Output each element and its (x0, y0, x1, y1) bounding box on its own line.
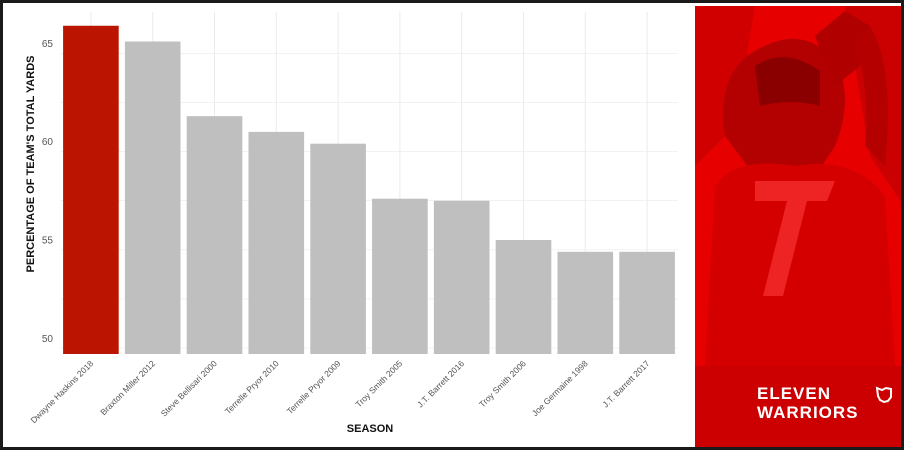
chart-area: 50 55 60 65 Dwayne Haskins 2018 Braxton Mill… (6, 6, 695, 447)
brand-photo-panel: ELEVEN WARRIORS (695, 6, 901, 447)
y-tick-labels: 50 55 60 65 (42, 39, 54, 345)
x-tick-labels: Dwayne Haskins 2018 Braxton Miller 2012 St… (28, 358, 651, 425)
x-tick-label: J.T. Barrett 2017 (600, 358, 651, 409)
bar-chart: 50 55 60 65 Dwayne Haskins 2018 Braxton Mill… (25, 12, 678, 435)
bar-layer (63, 25, 675, 355)
bar (495, 240, 552, 354)
bar (124, 41, 181, 354)
x-axis-title: SEASON (347, 423, 394, 435)
bar (186, 116, 243, 354)
bar (433, 200, 490, 354)
x-tick-label: Troy Smith 2005 (353, 358, 404, 409)
x-tick-label: Terrelle Pryor 2009 (285, 358, 343, 416)
x-tick-label: Joe Germaine 1998 (530, 358, 590, 418)
x-tick-label: Steve Bellisari 2000 (159, 358, 219, 418)
brand-line-1: ELEVEN (757, 384, 832, 403)
y-tick-label: 50 (42, 334, 54, 345)
bar (310, 143, 366, 354)
x-tick-label: Terrelle Pryor 2010 (223, 358, 281, 416)
bar (248, 131, 305, 354)
x-tick-label: Dwayne Haskins 2018 (28, 358, 95, 425)
x-tick-label: Troy Smith 2006 (477, 358, 528, 409)
ohio-state-outline-icon (875, 386, 892, 404)
x-tick-label: Braxton Miller 2012 (98, 358, 157, 417)
x-tick-label: J.T. Barrett 2016 (415, 358, 466, 409)
y-axis-title: PERCENTAGE OF TEAM'S TOTAL YARDS (25, 56, 37, 273)
y-tick-label: 55 (42, 236, 54, 247)
eleven-warriors-logo: ELEVEN WARRIORS (757, 384, 859, 422)
brand-line-2: WARRIORS (757, 403, 859, 422)
y-tick-label: 65 (42, 39, 54, 50)
bar (63, 25, 119, 355)
y-tick-label: 60 (42, 137, 54, 148)
bar (619, 251, 675, 354)
bar (557, 251, 614, 354)
bar (372, 198, 428, 354)
player-photo-illustration (695, 6, 901, 447)
